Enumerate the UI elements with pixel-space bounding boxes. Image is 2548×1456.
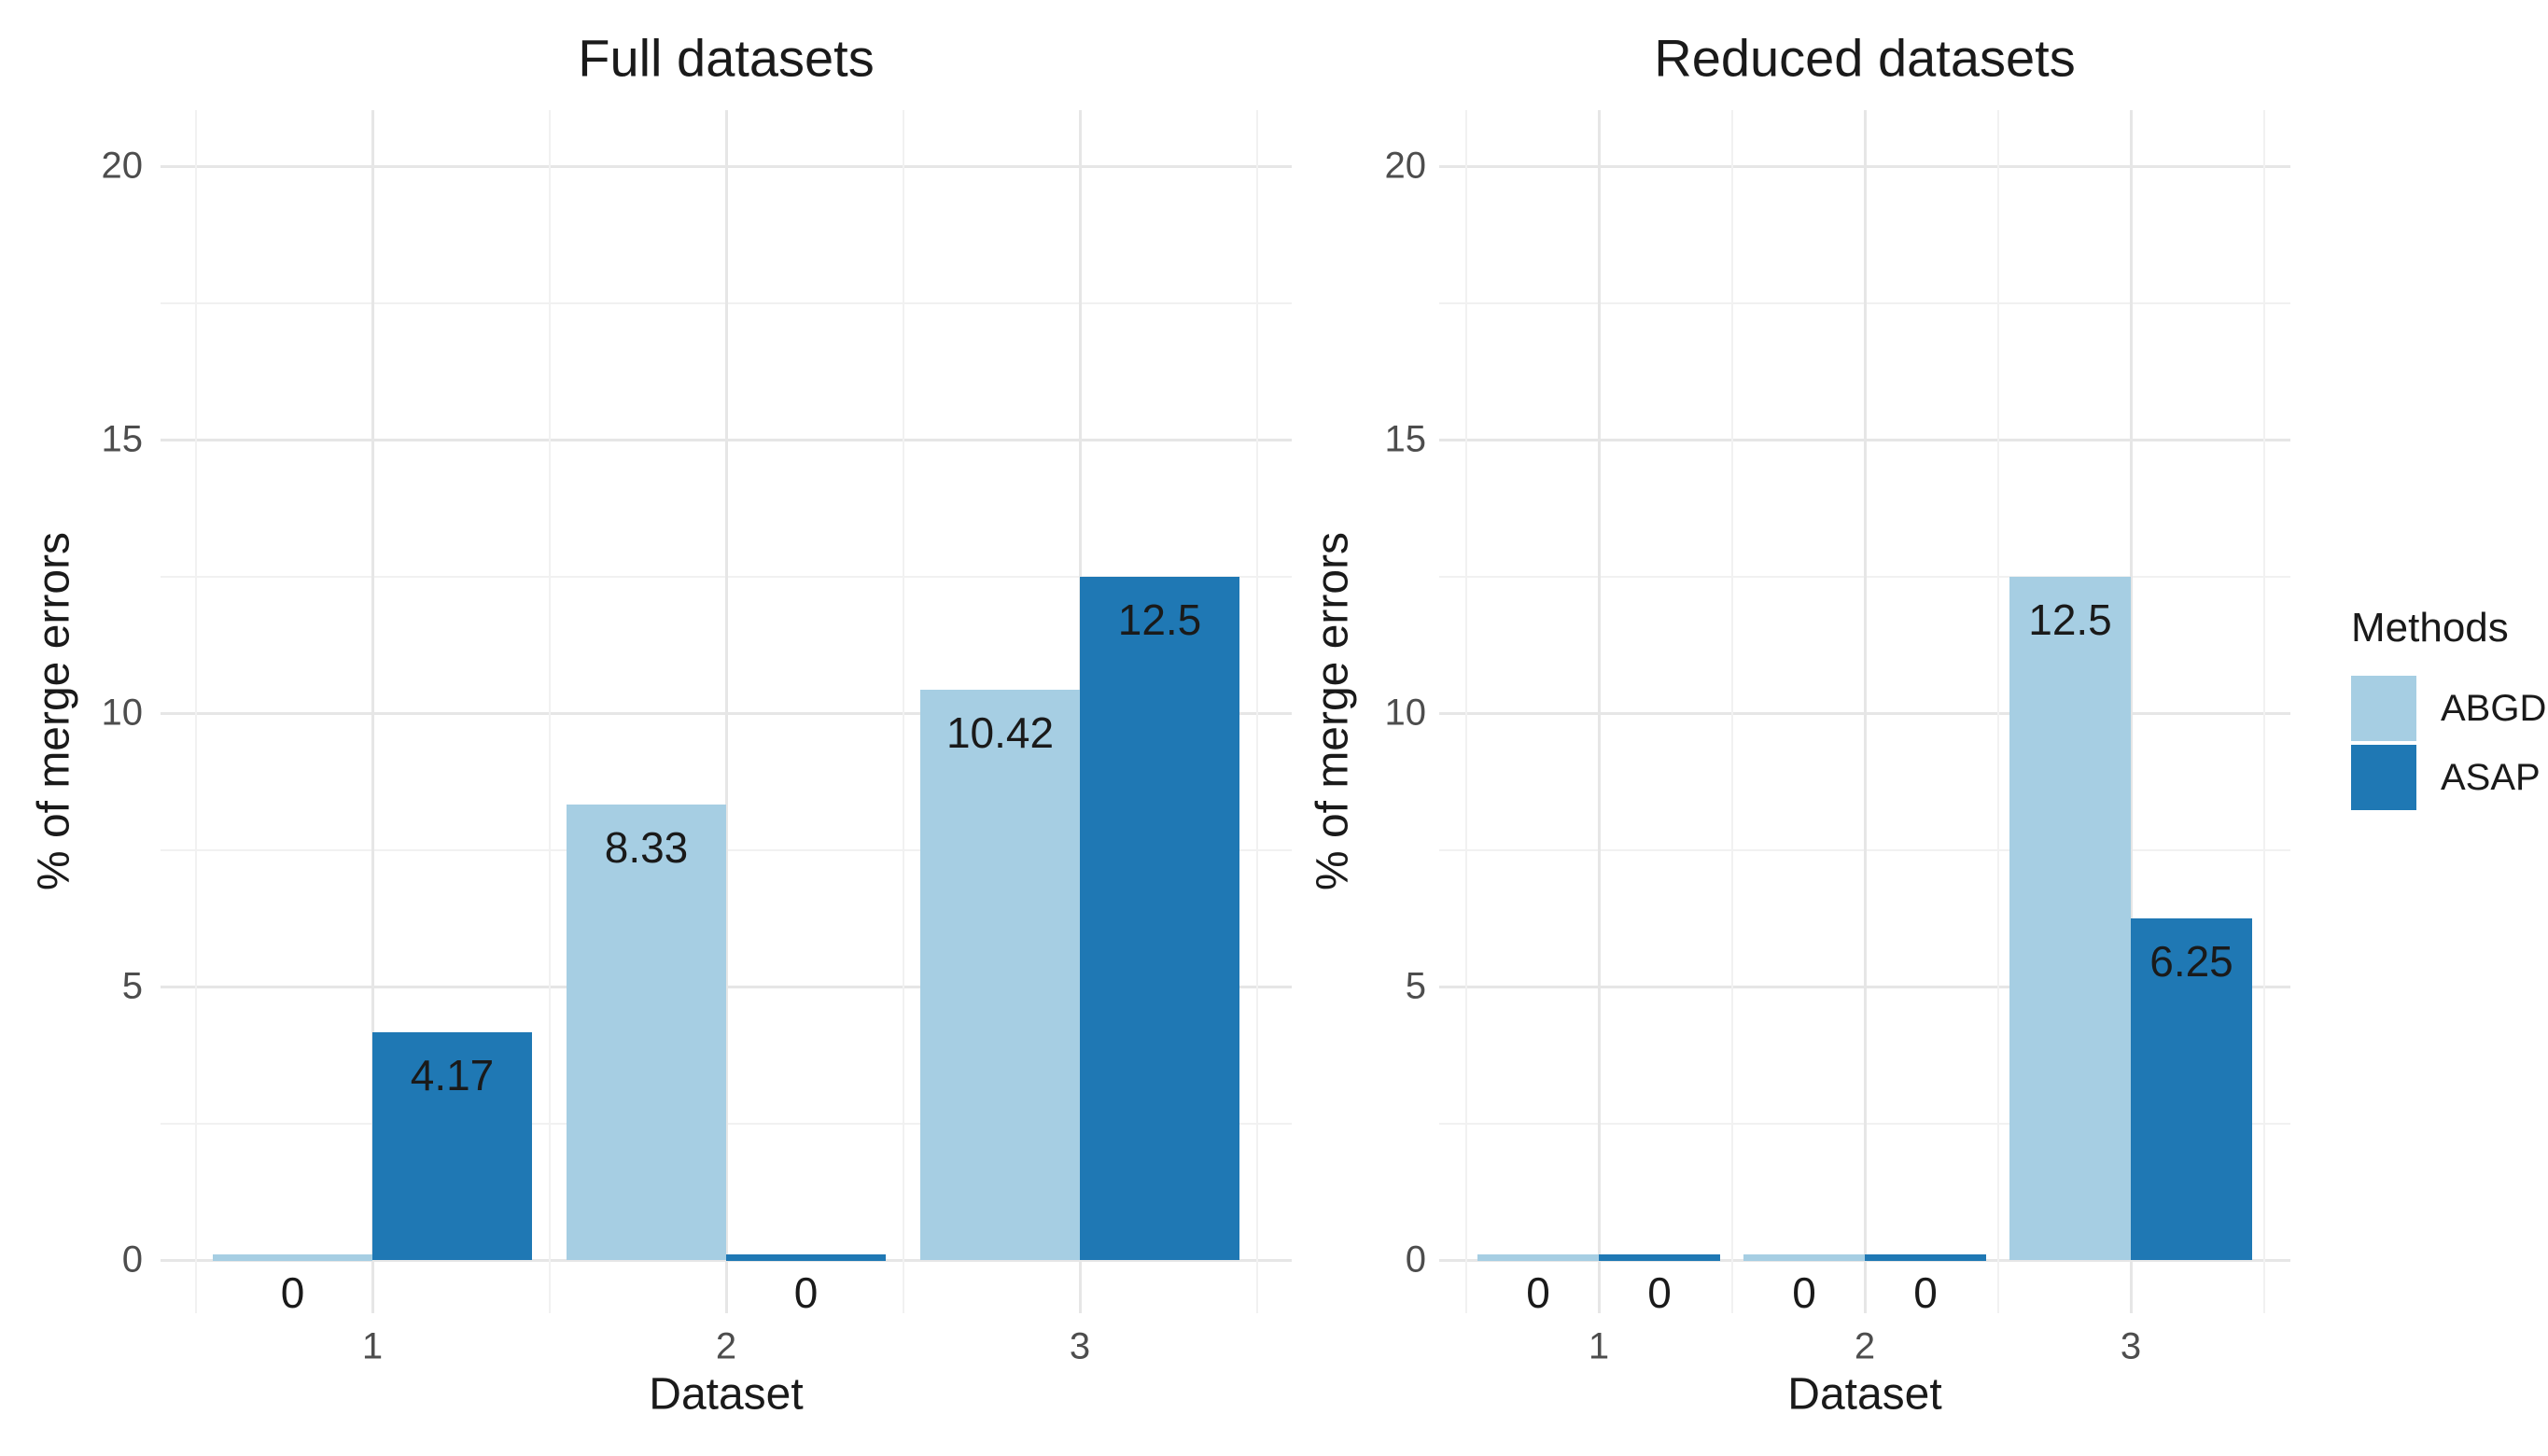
grid-line-v-minor bbox=[548, 110, 551, 1313]
legend-item-abgd: ABGD bbox=[2351, 676, 2546, 741]
x-tick-label: 1 bbox=[1588, 1325, 1610, 1367]
grid-line-v-major bbox=[371, 110, 374, 1313]
legend-swatch-abgd bbox=[2351, 676, 2416, 741]
bar-value-label: 0 bbox=[1913, 1268, 1938, 1317]
panel-full-datasets: 0 8.33 10.42 4.17 0 12.5 bbox=[161, 110, 1292, 1317]
bar-asap bbox=[372, 1031, 532, 1260]
legend-label-abgd: ABGD bbox=[2441, 687, 2547, 729]
x-axis-title: Dataset bbox=[649, 1369, 804, 1420]
legend-item-asap: ASAP bbox=[2351, 745, 2546, 810]
y-tick-label: 20 bbox=[1384, 145, 1427, 187]
y-tick-label: 20 bbox=[101, 145, 144, 187]
y-tick-label: 10 bbox=[101, 692, 144, 734]
bar-asap bbox=[1080, 576, 1239, 1260]
grid-line-v-minor bbox=[1730, 110, 1733, 1313]
bar-value-label: 10.42 bbox=[945, 708, 1055, 758]
grid-line-v-major bbox=[1597, 110, 1601, 1313]
bar-value-label: 0 bbox=[280, 1268, 305, 1317]
grid-line-v-minor bbox=[194, 110, 197, 1313]
bar-abgd-zero bbox=[1477, 1254, 1599, 1261]
grid-line-v-minor bbox=[1464, 110, 1467, 1313]
y-tick-label: 5 bbox=[1405, 965, 1426, 1007]
y-tick-label: 5 bbox=[121, 965, 143, 1007]
bar-value-label: 0 bbox=[793, 1268, 819, 1317]
bar-asap-zero bbox=[1865, 1254, 1986, 1261]
grid-line-v-major bbox=[724, 110, 728, 1313]
y-axis-title: % of merge errors bbox=[1308, 531, 1358, 891]
panel-title: Full datasets bbox=[578, 28, 875, 88]
x-tick-label: 3 bbox=[2120, 1325, 2142, 1367]
legend-swatch-asap bbox=[2351, 745, 2416, 810]
y-tick-label: 15 bbox=[1384, 418, 1427, 460]
grid-line-v-minor bbox=[902, 110, 904, 1313]
grid-line-v-major bbox=[1863, 110, 1867, 1313]
bar-value-label: 6.25 bbox=[2149, 936, 2233, 986]
x-tick-label: 3 bbox=[1069, 1325, 1091, 1367]
bar-abgd bbox=[2009, 576, 2131, 1260]
y-tick-label: 15 bbox=[101, 418, 144, 460]
grid-line-v-minor bbox=[2262, 110, 2265, 1313]
bar-abgd-zero bbox=[213, 1254, 372, 1261]
bar-value-label: 8.33 bbox=[604, 822, 689, 872]
legend: Methods ABGD ASAP bbox=[2351, 603, 2546, 814]
panel-title: Reduced datasets bbox=[1654, 28, 2076, 88]
bar-value-label: 4.17 bbox=[410, 1050, 495, 1099]
bar-abgd-zero bbox=[1743, 1254, 1865, 1261]
bar-value-label: 0 bbox=[1647, 1268, 1672, 1317]
y-tick-label: 0 bbox=[121, 1239, 143, 1281]
bar-value-label: 12.5 bbox=[1117, 595, 1202, 644]
legend-label-asap: ASAP bbox=[2441, 756, 2541, 798]
x-tick-label: 1 bbox=[361, 1325, 384, 1367]
bar-asap-zero bbox=[1599, 1254, 1720, 1261]
bar-asap-zero bbox=[726, 1254, 886, 1261]
y-axis-title: % of merge errors bbox=[29, 531, 79, 891]
bar-value-label: 12.5 bbox=[2028, 595, 2112, 644]
y-tick-label: 0 bbox=[1405, 1239, 1426, 1281]
x-axis-title: Dataset bbox=[1787, 1369, 1942, 1420]
bar-abgd bbox=[920, 690, 1080, 1260]
grid-line-v-minor bbox=[1996, 110, 1999, 1313]
bar-value-label: 0 bbox=[1792, 1268, 1816, 1317]
y-tick-label: 10 bbox=[1384, 692, 1427, 734]
bar-value-label: 0 bbox=[1526, 1268, 1550, 1317]
grid-line-v-minor bbox=[1255, 110, 1258, 1313]
panel-reduced-datasets: 0 0 12.5 0 0 6.25 bbox=[1439, 110, 2290, 1317]
legend-title: Methods bbox=[2351, 605, 2509, 651]
bar-asap bbox=[2131, 917, 2252, 1260]
bar-abgd bbox=[567, 804, 726, 1260]
x-tick-label: 2 bbox=[715, 1325, 737, 1367]
x-tick-label: 2 bbox=[1854, 1325, 1876, 1367]
grid-line-v-major bbox=[2129, 110, 2133, 1313]
